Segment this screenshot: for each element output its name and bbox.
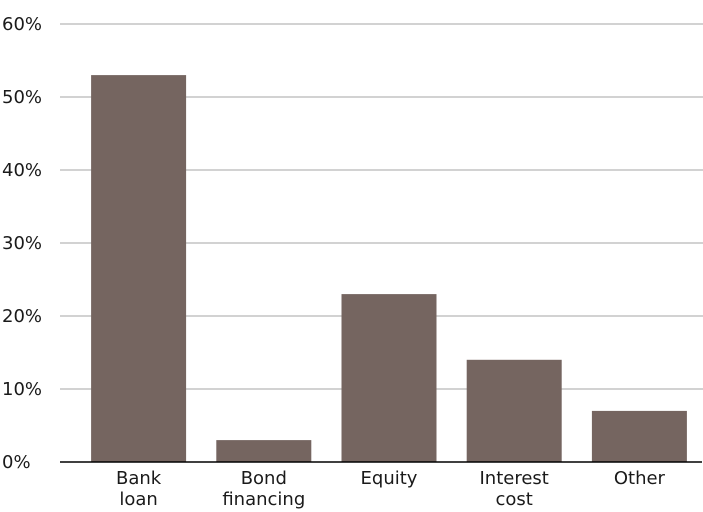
x-tick-label: Bond financing (222, 468, 305, 510)
x-tick-label: Other (614, 468, 666, 489)
bar (591, 410, 687, 462)
x-axis-category-labels: Bank loan Bond financing Equity Interest cost O… (116, 468, 666, 510)
bar (466, 359, 562, 462)
y-tick-label: 40% (2, 160, 42, 181)
y-tick-label: 50% (2, 87, 42, 108)
y-tick-label: 20% (2, 306, 42, 327)
y-tick-label: 0% (2, 452, 31, 473)
bar (216, 440, 312, 462)
y-tick-label: 30% (2, 233, 42, 254)
bar (91, 75, 187, 462)
bar (341, 294, 437, 462)
y-tick-label: 60% (2, 14, 42, 35)
y-axis-tick-labels: 0% 10% 20% 30% 40% 50% 60% (2, 14, 42, 473)
x-tick-label: Bank loan (116, 468, 162, 510)
y-tick-label: 10% (2, 379, 42, 400)
x-tick-label: Equity (361, 468, 418, 489)
bars (91, 75, 687, 462)
x-tick-label: Interest cost (480, 468, 549, 510)
